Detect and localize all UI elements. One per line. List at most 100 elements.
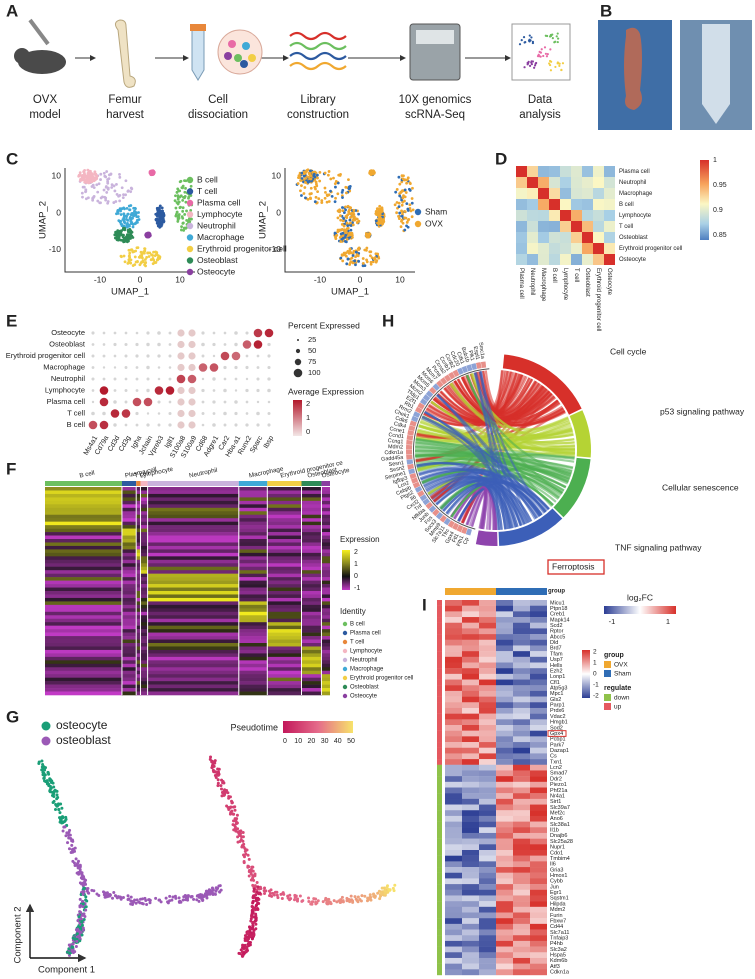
highlight-box: [547, 730, 567, 737]
heat-cell: [147, 681, 239, 685]
fc-cell: [443, 517, 451, 526]
cell-dot: [247, 942, 251, 946]
umap-dot: [158, 204, 162, 208]
cell-dot: [105, 891, 109, 895]
umap-dot: [141, 251, 145, 255]
umap-dot: [333, 200, 337, 204]
heat-cell: [530, 844, 547, 851]
umap-dot: [313, 175, 317, 179]
heat-cell: [321, 691, 330, 696]
umap-dot: [342, 224, 346, 228]
dot: [91, 377, 95, 381]
legend-label: Osteocyte: [197, 266, 236, 276]
heat-cell: [513, 622, 530, 629]
heat-cell: [238, 649, 268, 654]
heat-cell: [445, 753, 462, 760]
umap-dot: [112, 201, 116, 204]
dot: [223, 423, 227, 427]
cell-dot: [324, 896, 328, 900]
gene-label: Brd7: [550, 646, 562, 652]
umap-dot: [304, 181, 307, 184]
legend-label: Neutrophil: [197, 220, 236, 230]
heat-cell: [136, 539, 141, 543]
cluster-label: Neutrophil: [189, 467, 219, 480]
cell-dot: [80, 933, 84, 937]
heat-cell: [45, 521, 122, 526]
heat-cell: [136, 597, 141, 602]
umap-dot: [125, 225, 129, 229]
cell-dot: [314, 897, 318, 901]
legend-label: Erythroid progenitor cell: [350, 676, 413, 682]
heat-cell: [267, 670, 302, 675]
heat-cell: [496, 838, 513, 845]
cell-dot: [286, 894, 290, 898]
cluster-bar: [121, 481, 137, 486]
regulate-bar: [437, 690, 442, 697]
heat-cell: [513, 759, 530, 765]
umap-dot: [357, 259, 361, 263]
group-bar: [445, 588, 462, 595]
heat-cell: [121, 632, 137, 637]
heat-cell: [530, 713, 547, 720]
heat-cell: [496, 764, 513, 771]
umap-dot: [156, 210, 160, 214]
umap-dot: [314, 180, 318, 184]
cell-dot: [67, 947, 71, 951]
dot: [135, 377, 139, 381]
regulate-bar: [437, 764, 442, 771]
heat-cell: [136, 490, 141, 495]
gene-label: Cybb: [550, 879, 563, 885]
heat-cell: [479, 651, 496, 658]
cell-dot: [61, 829, 65, 833]
umap-dot: [348, 247, 352, 251]
gene-label: Tnfaip3: [550, 936, 568, 942]
umap-dot: [376, 211, 380, 215]
heat-cell: [513, 810, 530, 817]
heat-cell: [496, 952, 513, 959]
heat-cell: [462, 821, 479, 828]
heat-cell: [321, 580, 330, 585]
chord-ribbon: [479, 371, 531, 523]
heat-cell: [513, 844, 530, 851]
heat-cell: [136, 504, 141, 509]
dot: [146, 342, 150, 347]
heat-cell: [321, 518, 330, 522]
heat-cell: [479, 656, 496, 663]
heat-cell: [527, 177, 538, 188]
fc-cell: [432, 383, 440, 391]
gene-label: Gpx4: [550, 731, 563, 737]
cell-dot: [349, 894, 353, 898]
heat-cell: [479, 776, 496, 783]
cell-dot: [85, 899, 89, 903]
umap-dot: [91, 197, 95, 201]
heat-cell: [238, 681, 268, 685]
heat-cell: [538, 177, 549, 188]
gene-label: Serpine1: [384, 470, 406, 481]
heat-cell: [45, 677, 122, 682]
heat-cell: [445, 810, 462, 817]
heat-cell: [513, 963, 530, 970]
heat-cell: [479, 867, 496, 873]
heat-cell: [267, 497, 302, 502]
heat-cell: [238, 594, 268, 599]
legend-swatch: [604, 694, 611, 701]
heat-cell: [121, 584, 137, 588]
heat-cell: [604, 188, 615, 199]
legend-label: Lymphocyte: [350, 649, 383, 655]
gene-label: Ptgs2: [400, 490, 415, 502]
umap-dot: [398, 194, 402, 198]
heat-cell: [445, 696, 462, 703]
gene-label: Ccnd1: [388, 432, 404, 440]
cell-dot: [52, 795, 56, 799]
scatter-dot: [560, 68, 563, 72]
heat-cell: [530, 736, 547, 743]
step-label: model: [29, 109, 60, 121]
cell-dot: [37, 761, 41, 765]
umap-dot: [122, 254, 126, 258]
regulate-bar: [437, 827, 442, 834]
step-label: analysis: [519, 109, 561, 121]
heat-cell: [267, 539, 302, 543]
heat-cell: [301, 559, 322, 564]
heat-cell: [147, 677, 239, 682]
heat-cell: [121, 563, 137, 568]
